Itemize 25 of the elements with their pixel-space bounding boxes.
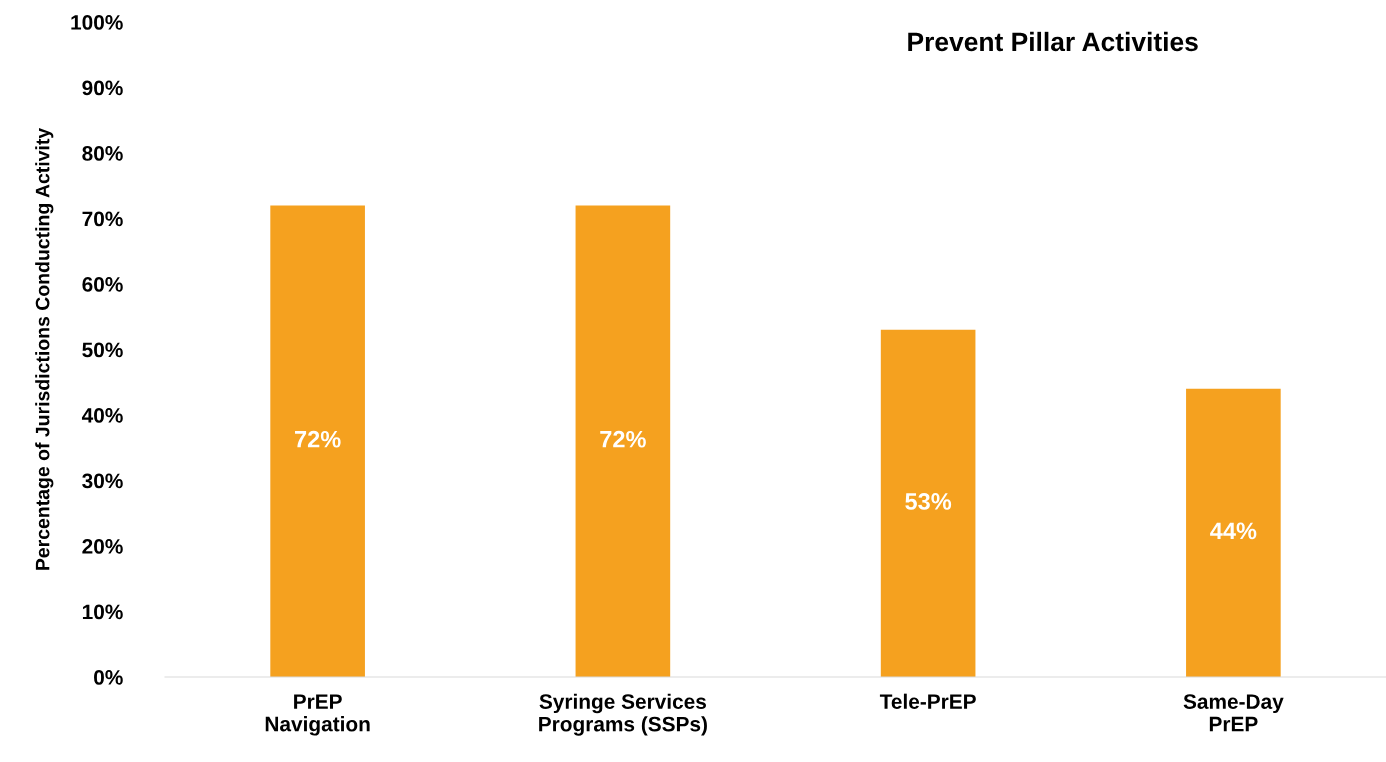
y-tick-label: 50% xyxy=(82,342,123,358)
data-label: 72% xyxy=(600,430,646,448)
data-label: 53% xyxy=(905,493,952,510)
y-tick-label: 40% xyxy=(81,408,123,423)
bar xyxy=(1186,388,1281,677)
y-tick-label: 20% xyxy=(82,539,123,554)
chart-title: Prevent Pillar Activities xyxy=(908,31,1198,52)
y-tick-label: 90% xyxy=(82,80,123,96)
y-tick-label: 100% xyxy=(71,15,123,30)
y-tick-label: 80% xyxy=(82,146,123,161)
x-tick-label: Syringe Services Programs (SSPs) xyxy=(539,693,707,736)
y-axis-title: Percentage of Jurisdictions Conducting Activity xyxy=(35,127,54,570)
x-tick-label: Same-Day PrEP xyxy=(1183,694,1284,732)
bar xyxy=(575,205,671,677)
x-tick-label: PrEP Navigation xyxy=(265,694,370,736)
y-tick-label: 60% xyxy=(82,277,123,292)
bar xyxy=(880,329,976,677)
y-tick-label: 70% xyxy=(82,211,123,227)
y-tick-label: 0% xyxy=(94,670,123,685)
y-tick-label: 30% xyxy=(82,473,123,489)
y-tick-label: 10% xyxy=(82,604,123,620)
bar xyxy=(270,205,365,677)
x-tick-label: Tele-PrEP xyxy=(879,693,976,709)
data-label: 44% xyxy=(1210,522,1257,540)
data-label: 72% xyxy=(295,430,341,448)
